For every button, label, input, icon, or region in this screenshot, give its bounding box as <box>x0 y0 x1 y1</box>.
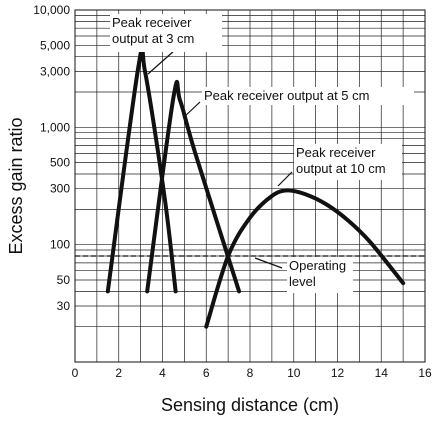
annotation-3-line-1: Peak receiver <box>296 145 376 160</box>
y-tick-label: 10,000 <box>33 3 70 17</box>
annotation-leader-3 <box>277 171 293 187</box>
y-tick-label: 5,000 <box>40 38 70 52</box>
x-tick-label: 2 <box>115 366 122 380</box>
annotation-background-4 <box>287 257 353 293</box>
series-line-3 <box>204 188 406 329</box>
y-tick-labels: 10,000 5,000 3,000 1,000 500 300 100 50 30 <box>33 3 70 313</box>
x-tick-label: 16 <box>418 366 432 380</box>
annotation-4-line-1: Operating <box>289 258 346 273</box>
x-tick-labels: 0 2 4 6 8 10 12 14 16 <box>72 366 432 380</box>
annotation-leader-2 <box>182 101 201 119</box>
annotation-background-3 <box>294 144 402 180</box>
x-tick-label: 0 <box>72 366 79 380</box>
x-axis-label: Sensing distance (cm) <box>161 395 339 415</box>
y-tick-label: 500 <box>50 156 70 170</box>
annotation-leader-4 <box>254 257 283 269</box>
x-tick-label: 14 <box>375 366 389 380</box>
x-tick-label: 6 <box>203 366 210 380</box>
y-tick-label: 300 <box>50 182 70 196</box>
annotation-background-1 <box>110 14 222 52</box>
x-tick-label: 10 <box>287 366 301 380</box>
annotation-background-2 <box>202 87 414 105</box>
series-line-2 <box>145 79 242 294</box>
y-tick-label: 100 <box>50 238 70 252</box>
annotation-3: Peak receiver output at 10 cm <box>296 145 386 176</box>
x-tick-label: 4 <box>159 366 166 380</box>
y-tick-label: 3,000 <box>40 64 70 78</box>
annotation-2-line-1: Peak receiver output at 5 cm <box>204 88 369 103</box>
curves <box>105 44 406 329</box>
annotation-1: Peak receiver output at 3 cm <box>112 15 194 46</box>
x-tick-label: 12 <box>331 366 345 380</box>
annotation-leaders <box>147 49 293 269</box>
annotation-1-line-1: Peak receiver <box>112 15 192 30</box>
grid <box>74 10 426 362</box>
annotation-1-line-2: output at 3 cm <box>112 31 194 46</box>
y-tick-label: 50 <box>57 273 71 287</box>
annotation-2: Peak receiver output at 5 cm <box>204 88 369 103</box>
y-tick-label: 1,000 <box>40 120 70 134</box>
y-axis-label: Excess gain ratio <box>6 117 26 254</box>
annotation-4: Operating level <box>289 258 346 289</box>
x-tick-label: 8 <box>247 366 254 380</box>
annotation-3-line-2: output at 10 cm <box>296 161 386 176</box>
plot-frame <box>74 9 426 363</box>
series-line-1 <box>105 44 178 294</box>
annotation-leader-1 <box>147 49 176 75</box>
y-tick-label: 30 <box>57 299 71 313</box>
annotation-4-line-2: level <box>289 274 316 289</box>
